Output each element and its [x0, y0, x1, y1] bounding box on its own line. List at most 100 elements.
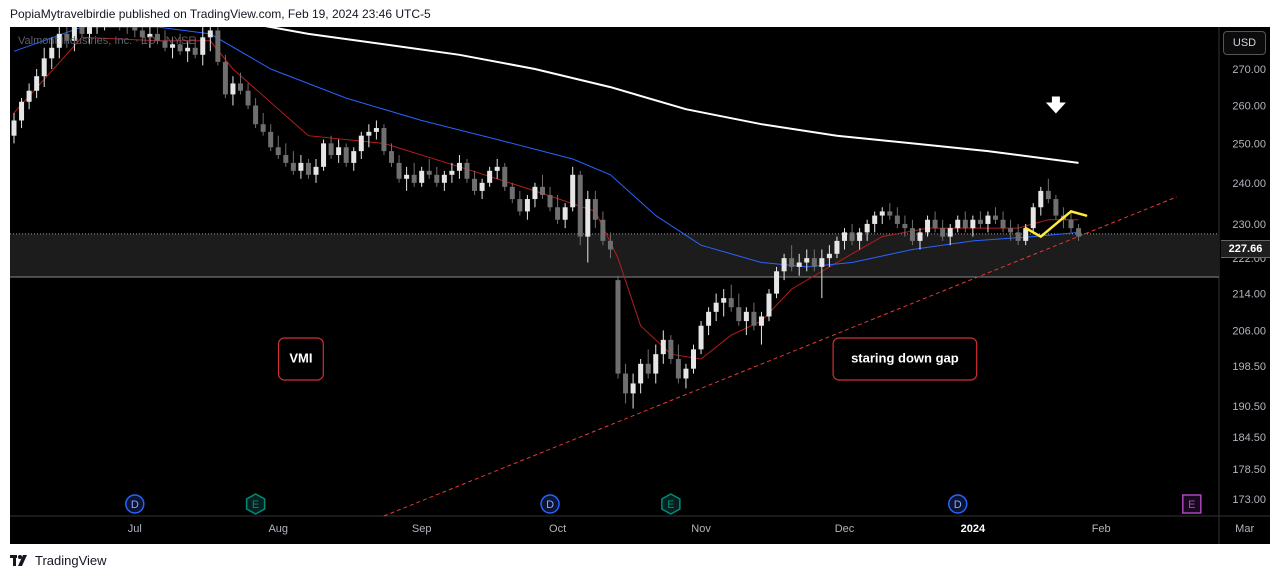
candle: [426, 170, 432, 175]
candle: [71, 27, 77, 41]
candle: [494, 166, 500, 171]
tradingview-logo-icon: [10, 554, 27, 566]
candle: [11, 120, 17, 136]
candle: [200, 37, 206, 55]
candle: [1053, 199, 1059, 216]
candle: [675, 358, 681, 379]
highlight-curve: [1024, 210, 1088, 239]
support-trendline: [383, 196, 1177, 517]
candle: [902, 223, 908, 229]
candle: [381, 128, 387, 152]
candle: [358, 135, 364, 152]
footer-brand: TradingView: [35, 553, 107, 568]
candle: [56, 33, 62, 48]
candle: [366, 131, 372, 136]
candle: [540, 186, 545, 195]
dividend-marker: [948, 494, 968, 514]
candle: [411, 174, 417, 183]
annotation-box: [832, 337, 978, 381]
earnings-marker: [661, 493, 681, 515]
candle: [993, 215, 998, 220]
candle: [721, 298, 727, 303]
earnings-marker: [245, 493, 266, 515]
candle: [872, 215, 878, 224]
candle: [623, 373, 629, 394]
candle: [811, 258, 817, 267]
symbol-title: Valmont Industries, Inc. · 1D · NYSE: [18, 35, 196, 47]
event-marker-label[interactable]: E: [252, 499, 259, 511]
candle: [1030, 207, 1036, 229]
moving-average-fast: [13, 36, 1079, 360]
candle: [607, 240, 613, 250]
candle: [577, 174, 583, 237]
event-marker-label[interactable]: D: [546, 499, 554, 511]
candle: [879, 211, 885, 216]
candle: [698, 325, 704, 350]
event-marker-label[interactable]: E: [1188, 499, 1195, 511]
candle: [19, 101, 25, 121]
candle: [260, 124, 266, 132]
price-tick-label: 206.00: [1232, 325, 1266, 337]
candle: [343, 147, 349, 163]
candle: [373, 128, 379, 132]
annotation-label: staring down gap: [851, 350, 959, 365]
price-chart[interactable]: VMI staring down gap D E D E D E 270.00 260.00 250…: [10, 27, 1270, 544]
price-tick-label: 190.50: [1232, 401, 1266, 413]
candle: [751, 311, 757, 326]
candle: [917, 232, 923, 241]
event-marker-label[interactable]: D: [954, 499, 962, 511]
candle: [268, 131, 274, 148]
gap-zone: [10, 233, 1219, 278]
event-marker-label[interactable]: E: [667, 499, 674, 511]
candle: [1008, 228, 1014, 233]
moving-average-slow: [264, 27, 1079, 164]
candle: [434, 174, 440, 183]
candle: [781, 258, 787, 272]
candle: [41, 58, 47, 77]
event-marker-label[interactable]: D: [131, 499, 139, 511]
candle: [1000, 219, 1006, 229]
time-tick-label: Oct: [549, 523, 566, 535]
time-tick-label: Sep: [412, 523, 432, 535]
candle: [1068, 219, 1074, 229]
candle: [774, 271, 780, 294]
candle: [804, 258, 810, 263]
candle: [245, 90, 251, 106]
candle: [449, 170, 455, 175]
candle: [147, 33, 153, 38]
candle: [940, 228, 946, 237]
candle: [630, 383, 636, 394]
time-tick-label: Nov: [691, 523, 711, 535]
candle: [842, 232, 847, 241]
candle: [275, 147, 281, 156]
price-tick-label: 173.00: [1232, 494, 1266, 506]
candle: [562, 207, 568, 220]
candle: [887, 211, 893, 216]
candle: [683, 368, 689, 379]
candle: [600, 219, 606, 241]
chart-area[interactable]: VMI staring down gap D E D E D E 270.00 260.00 250…: [10, 27, 1270, 544]
candle: [192, 47, 198, 55]
candle: [290, 162, 296, 171]
price-tick-label: 260.00: [1232, 100, 1266, 112]
dividend-marker: [125, 494, 145, 514]
tradingview-logo[interactable]: TradingView: [10, 553, 107, 568]
candle: [758, 316, 764, 326]
candle: [479, 182, 485, 191]
candle: [177, 44, 183, 52]
candle: [909, 228, 915, 241]
price-tick-label: 178.50: [1232, 464, 1266, 476]
candle: [532, 186, 538, 200]
currency-button[interactable]: USD: [1223, 31, 1266, 55]
candle: [570, 174, 576, 208]
candle: [298, 162, 304, 171]
candle: [713, 302, 719, 312]
candle: [396, 162, 402, 179]
price-tick-label: 184.50: [1232, 432, 1266, 444]
candle: [305, 162, 311, 175]
annotation-box: [277, 337, 324, 381]
candle: [1023, 228, 1029, 241]
candle: [547, 194, 553, 208]
price-tick-label: 214.00: [1232, 289, 1266, 301]
time-tick-label: 2024: [961, 523, 986, 535]
